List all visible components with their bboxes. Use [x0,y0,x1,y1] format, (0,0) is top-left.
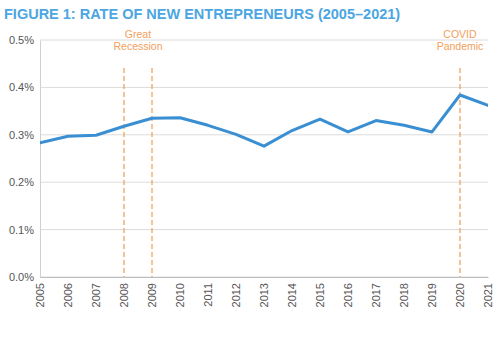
x-tick-label: 2019 [426,283,438,307]
x-tick: 2016 [342,277,354,307]
x-tick-label: 2007 [90,283,102,307]
annotation-label: GreatRecession [113,28,162,52]
y-tick-label: 0.3% [9,129,34,141]
y-tick: 0.0% [9,271,40,283]
x-tick-label: 2018 [398,283,410,307]
grid-line [40,40,488,41]
x-tick: 2008 [118,277,130,307]
grid [40,40,488,277]
grid-line [40,134,488,135]
y-tick: 0.1% [9,224,40,236]
annotation-label: COVIDPandemic [437,28,484,52]
y-tick-label: 0.1% [9,224,34,236]
x-tick-label: 2020 [454,283,466,307]
y-tick: 0.2% [9,176,40,188]
x-tick: 2021 [482,277,494,307]
x-tick-label: 2006 [62,283,74,307]
x-tick-label: 2011 [202,283,214,307]
grid-line [40,229,488,230]
x-tick: 2012 [230,277,242,307]
chart: FIGURE 1: RATE OF NEW ENTREPRENEURS (200… [0,0,500,341]
x-axis: 2005 2006 2007 2008 2009 2010 2011 2012 2013 2014… [34,277,494,307]
x-tick-label: 2016 [342,283,354,307]
y-axis: 0.0% 0.1% 0.2% 0.3% 0.4% 0.5% [9,34,41,283]
x-tick-label: 2012 [230,283,242,307]
x-tick: 2015 [314,277,326,307]
x-tick-label: 2008 [118,283,130,307]
x-tick: 2006 [62,277,74,307]
x-tick-label: 2010 [174,283,186,307]
x-tick-label: 2021 [482,283,494,307]
y-tick: 0.3% [9,129,40,141]
annotation-line [459,68,460,277]
x-tick: 2009 [146,277,158,307]
x-tick: 2007 [90,277,102,307]
y-tick-label: 0.2% [9,176,34,188]
annotation-line [151,68,152,277]
x-tick: 2018 [398,277,410,307]
x-tick: 2020 [454,277,466,307]
y-tick-label: 0.5% [9,34,34,46]
title: FIGURE 1: RATE OF NEW ENTREPRENEURS (200… [4,6,400,22]
y-axis-line [40,41,41,278]
grid-line [40,87,488,88]
y-tick-label: 0.4% [9,81,34,93]
grid-line [40,277,488,278]
annotations: GreatRecession COVIDPandemic [113,28,483,52]
x-tick: 2014 [286,277,298,307]
x-tick-label: 2015 [314,283,326,307]
grid-line [40,182,488,183]
y-tick: 0.4% [9,81,40,93]
x-tick-label: 2014 [286,283,298,307]
x-axis-line [41,277,489,278]
x-tick-label: 2017 [370,283,382,307]
x-tick: 2013 [258,277,270,307]
y-tick: 0.5% [9,34,40,46]
x-tick: 2011 [202,277,214,307]
x-tick: 2019 [426,277,438,307]
x-tick: 2010 [174,277,186,307]
x-tick-label: 2009 [146,283,158,307]
x-tick-label: 2013 [258,283,270,307]
x-tick: 2017 [370,277,382,307]
x-tick: 2005 [34,277,46,307]
data-line [40,95,488,146]
marks [40,68,488,277]
annotation-line [123,68,124,277]
y-tick-label: 0.0% [9,271,34,283]
x-tick-label: 2005 [34,283,46,307]
plot: 0.0% 0.1% 0.2% 0.3% 0.4% 0.5% 2005 2006 2007 2008… [9,28,494,307]
